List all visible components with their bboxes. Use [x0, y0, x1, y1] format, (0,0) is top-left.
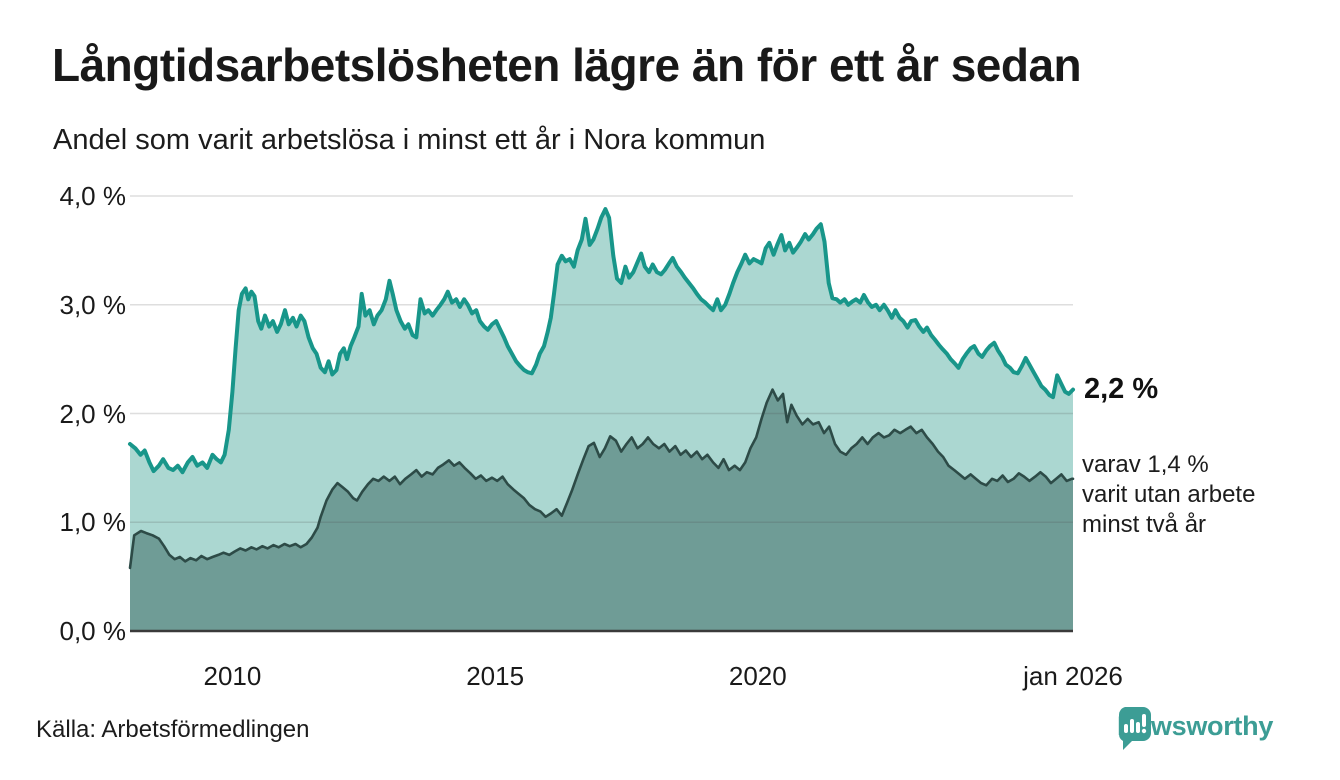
chart-subtitle: Andel som varit arbetslösa i minst ett å…: [53, 124, 766, 156]
source-credit: Källa: Arbetsförmedlingen: [36, 716, 310, 743]
end-value-label: 2,2 %: [1084, 373, 1159, 405]
newsworthy-bubble-chart-icon: [1118, 707, 1151, 750]
sub-series-annotation-line2: varit utan arbete: [1082, 481, 1256, 508]
y-axis-label: 1,0 %: [59, 507, 127, 538]
y-axis-label: 2,0 %: [59, 398, 127, 429]
y-axis-label: 0,0 %: [59, 616, 127, 646]
x-axis-label: jan 2026: [1023, 661, 1123, 691]
y-axis-label: 4,0 %: [59, 181, 127, 211]
sub-series-annotation: varav 1,4 % varit utan arbete minst två …: [1082, 450, 1255, 540]
x-axis-label: 2020: [728, 661, 787, 691]
y-axis-label: 3,0 %: [59, 289, 127, 320]
sub-series-annotation-line1: varav 1,4 %: [1082, 451, 1209, 478]
newsworthy-logo: Newsworthy: [1117, 707, 1273, 750]
x-axis-label: 2015: [466, 661, 525, 691]
sub-series-annotation-line3: minst två år: [1082, 511, 1207, 538]
page-title: Långtidsarbetslösheten lägre än för ett …: [52, 39, 1082, 91]
x-axis-label: 2010: [203, 661, 262, 691]
